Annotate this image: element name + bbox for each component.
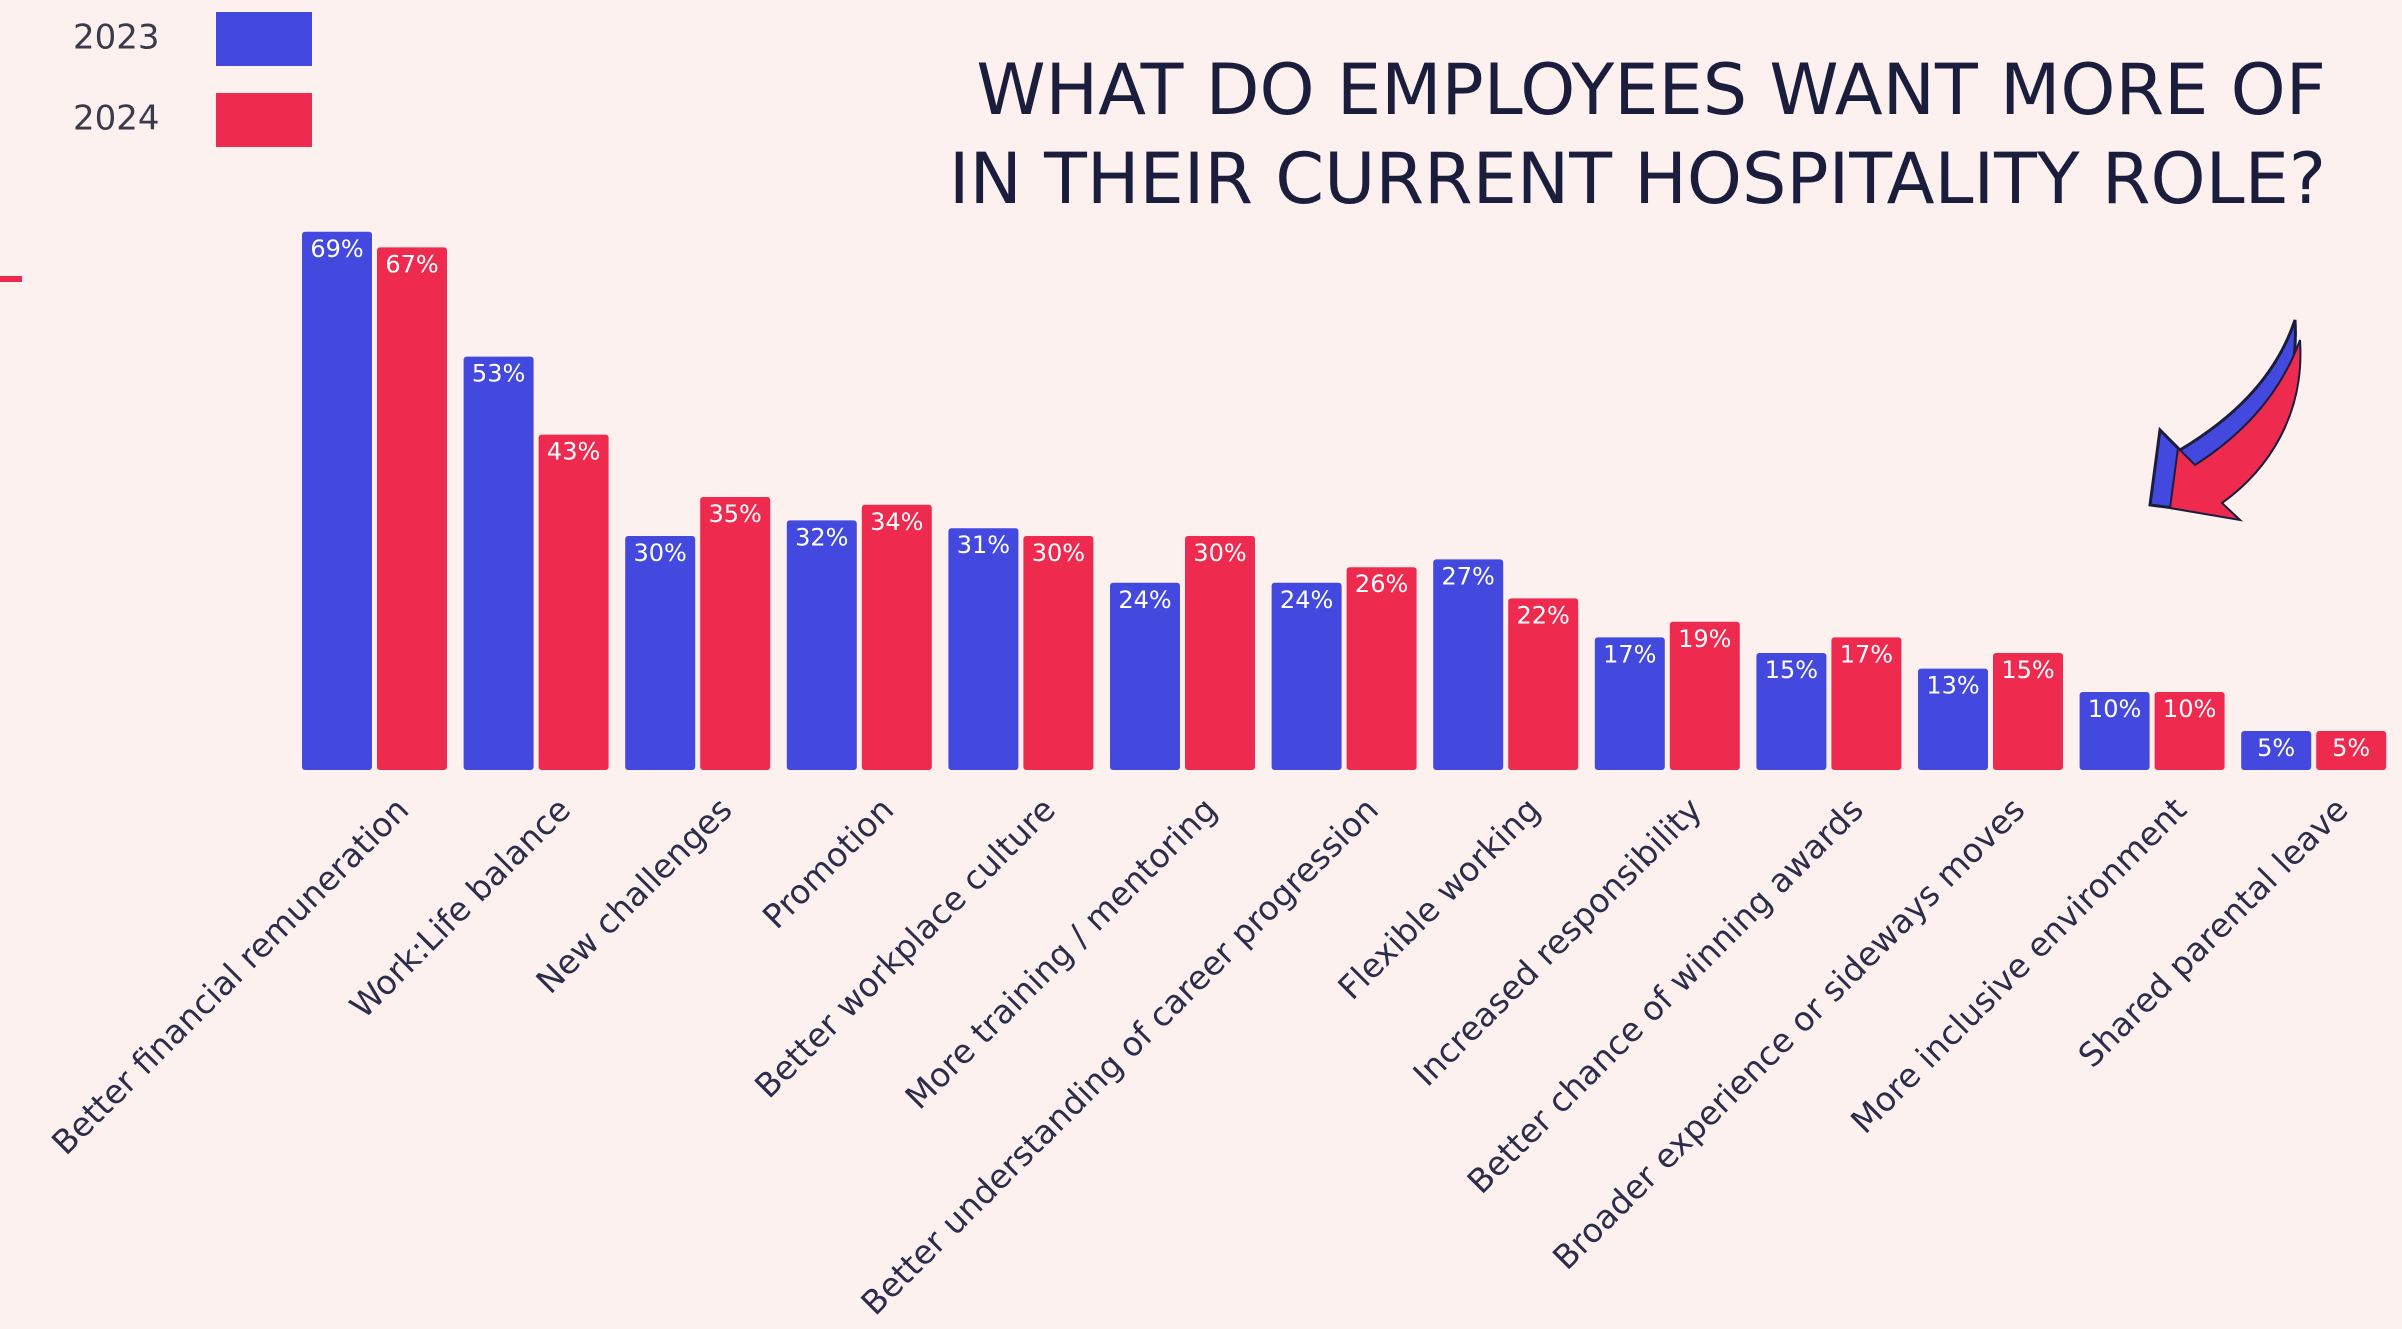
bar [1594, 637, 1665, 770]
value-label: 30% [1193, 539, 1246, 567]
bar [1346, 567, 1417, 770]
value-label: 31% [957, 531, 1010, 559]
bar [1271, 582, 1342, 770]
value-label: 35% [709, 500, 762, 528]
bar [2316, 731, 2387, 770]
value-label: 10% [2088, 695, 2141, 723]
bar [1669, 621, 1740, 770]
decor-dash [0, 276, 22, 282]
bar [1023, 536, 1094, 770]
bar [377, 247, 447, 770]
legend-label: 2024 [73, 99, 160, 139]
value-label: 24% [1118, 586, 1171, 614]
value-label: 5% [2257, 734, 2295, 762]
bar [463, 356, 534, 770]
value-label: 5% [2332, 734, 2370, 762]
value-label: 17% [1840, 640, 1893, 668]
bar [786, 520, 857, 770]
value-label: 30% [1032, 539, 1085, 567]
bar [700, 497, 771, 770]
value-label: 19% [1678, 625, 1731, 653]
value-label: 30% [634, 539, 687, 567]
value-label: 34% [870, 508, 923, 536]
value-label: 53% [472, 360, 525, 388]
value-label: 10% [2163, 695, 2216, 723]
bar [1993, 653, 2063, 770]
bar [1756, 653, 1827, 770]
bar [1918, 668, 1988, 770]
value-label: 13% [1926, 672, 1979, 700]
chart-title: IN THEIR CURRENT HOSPITALITY ROLE? [949, 138, 2326, 220]
bar [861, 504, 932, 770]
bar [1110, 582, 1180, 770]
value-label: 22% [1517, 601, 1570, 629]
chart-title: WHAT DO EMPLOYEES WANT MORE OF [976, 49, 2326, 131]
value-label: 26% [1355, 570, 1408, 598]
value-label: 67% [385, 250, 438, 278]
bar [625, 536, 696, 770]
bar [538, 434, 609, 770]
value-label: 27% [1442, 562, 1495, 590]
value-label: 15% [2001, 656, 2054, 684]
value-label: 69% [310, 235, 363, 263]
bar [948, 528, 1019, 770]
value-label: 17% [1603, 640, 1656, 668]
value-label: 15% [1765, 656, 1818, 684]
value-label: 32% [795, 523, 848, 551]
legend-swatch [216, 12, 312, 66]
legend-label: 2023 [73, 18, 160, 58]
bar [2241, 731, 2312, 770]
bar [1185, 536, 1255, 770]
bar [1433, 559, 1504, 770]
bar [1508, 598, 1579, 770]
bar [2079, 692, 2150, 770]
bar [2154, 692, 2225, 770]
value-label: 24% [1280, 586, 1333, 614]
legend-swatch [216, 93, 312, 147]
value-label: 43% [547, 438, 600, 466]
bar [302, 231, 372, 771]
arrow-decoration [2148, 319, 2302, 522]
bar [1831, 637, 1902, 770]
